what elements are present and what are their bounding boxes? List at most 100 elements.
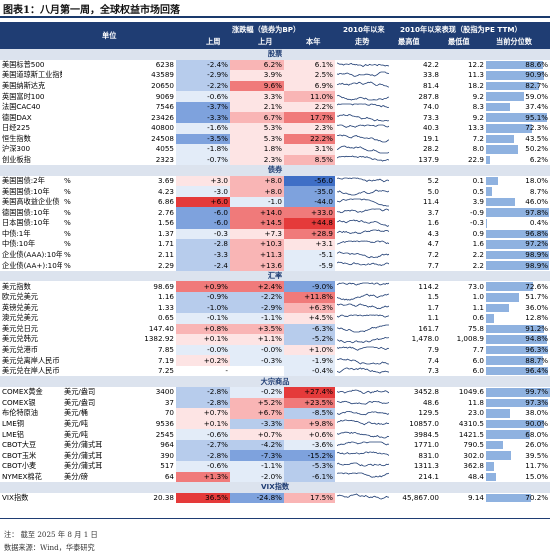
- table-row: 中债:10年% 1.71 -2.8 +10.3 +3.1 4.7 1.6 97.2%: [0, 239, 550, 250]
- percentile-value: 70.2%: [525, 492, 549, 502]
- change-month: +11.3: [230, 249, 284, 261]
- since-2010-low: 1421.5: [458, 429, 484, 439]
- header-unit: 单位: [102, 31, 117, 40]
- asset-unit: 美元/盎司: [64, 397, 96, 407]
- current-value: 3.69: [157, 176, 174, 186]
- percentile-cell: 43.5%: [486, 134, 550, 145]
- percentile-value: 95.1%: [525, 112, 549, 122]
- trend-sparkline: [335, 229, 391, 240]
- since-2010-low: 9.14: [467, 492, 484, 502]
- trend-sparkline: [335, 324, 391, 335]
- percentile-value: 68.0%: [525, 429, 549, 439]
- current-value: 20650: [151, 80, 174, 90]
- current-value: 20.38: [153, 492, 174, 502]
- change-week: -3.0: [176, 186, 230, 197]
- percentile-value: 59.0%: [525, 91, 549, 101]
- since-2010-low: 1.0: [472, 292, 484, 302]
- header-trend-bottom: 走势: [355, 37, 370, 46]
- change-month: -1.1%: [230, 313, 284, 324]
- percentile-cell: 91.2%: [486, 324, 550, 335]
- change-ytd: -15.2%: [284, 450, 335, 461]
- trend-sparkline: [335, 260, 391, 271]
- percentile-cell: 98.9%: [486, 250, 550, 261]
- change-week: -3.3%: [176, 112, 230, 123]
- change-ytd: -3.6%: [284, 439, 335, 451]
- percentile-cell: 11.7%: [486, 461, 550, 472]
- trend-sparkline: [335, 112, 391, 123]
- change-ytd: -9.0%: [284, 281, 335, 292]
- bottom-divider: [0, 518, 550, 519]
- since-2010-low: 4310.5: [458, 418, 484, 428]
- since-2010-high: 3.7: [427, 207, 439, 217]
- asset-name: 美国道琼斯工业指数: [2, 70, 62, 80]
- percentile-cell: 39.5%: [486, 450, 550, 461]
- change-ytd: 17.7%: [284, 112, 335, 123]
- table-row: 美国纳斯达克 20650 -2.2% 9.6% 6.9% 81.4 18.2 82.7%: [0, 80, 550, 92]
- percentile-value: 46.0%: [525, 197, 549, 207]
- percentile-cell: 95.1%: [486, 112, 550, 123]
- since-2010-high: 74.0: [422, 102, 439, 112]
- change-week: -0.3: [176, 228, 230, 240]
- percentile-cell: 6.2%: [486, 155, 550, 166]
- percentile-value: 98.9%: [525, 260, 549, 270]
- table-row: 恒生指数 24508 -3.5% 5.3% 22.2% 19.1 7.2 43.5%: [0, 133, 550, 145]
- asset-name: 美国高收益企业债: [2, 197, 60, 207]
- asset-unit: [62, 81, 124, 92]
- change-week: -0.6%: [176, 429, 230, 440]
- table-row: 澳元兑美元 0.65 -0.1% -1.1% +4.5% 1.1 0.6 12.8%: [0, 313, 550, 324]
- asset-name: COMEX银: [2, 397, 36, 407]
- asset-unit: %: [64, 260, 71, 270]
- change-month: -3.3%: [230, 418, 284, 430]
- table-row: 美元指数 98.69 +0.9% +2.4% -9.0% 114.2 73.0 72.6%: [0, 281, 550, 292]
- trend-sparkline: [335, 292, 391, 303]
- since-2010-high: 10857.0: [409, 418, 439, 428]
- table-row: 美元兑日元 147.40 +0.8% +3.5% -6.3% 161.7 75.8 91.2%: [0, 323, 550, 335]
- change-month: -4.2%: [230, 439, 284, 451]
- change-ytd: +3.1: [284, 239, 335, 250]
- change-month: +8.0: [230, 175, 284, 187]
- percentile-value: 43.5%: [525, 133, 549, 143]
- asset-name: 日本国债:10年: [2, 218, 50, 228]
- section-title: VIX指数: [0, 482, 550, 493]
- asset-unit: [62, 345, 124, 356]
- change-month: +3.5%: [230, 323, 284, 335]
- asset-name: 美国国债:2年: [2, 176, 45, 186]
- percentile-value: 97.8%: [525, 207, 549, 217]
- asset-name: 美国标普500: [2, 59, 45, 69]
- asset-name: 企业债(AAA):10年: [2, 249, 62, 259]
- since-2010-high: 42.2: [422, 59, 439, 69]
- asset-unit: %: [64, 207, 71, 217]
- asset-name: COMEX黄金: [2, 387, 43, 397]
- percentile-cell: 96.8%: [486, 229, 550, 240]
- percentile-bar: [486, 419, 544, 429]
- percentile-bar: [486, 388, 550, 397]
- percentile-value: 90.9%: [525, 70, 549, 80]
- change-ytd: -44.0: [284, 196, 335, 208]
- table-row: 美元兑在岸人民币 7.25- -0.4% 7.3 6.0 96.4%: [0, 365, 550, 377]
- header-low: 最低值: [448, 37, 470, 46]
- change-month: +13.6: [230, 260, 284, 271]
- trend-sparkline: [335, 70, 391, 81]
- percentile-value: 88.7%: [525, 355, 549, 365]
- table-row: 中债:1年% 1.37 -0.3 +7.3 +28.9 4.3 0.9 96.8%: [0, 228, 550, 240]
- since-2010-high: 4.3: [427, 228, 439, 238]
- change-month: -0.0%: [230, 344, 284, 356]
- table-row: CBOT大豆 美分/蒲式耳 964 -2.7% -4.2% -3.6% 1771.0 790.…: [0, 439, 550, 451]
- asset-unit: [62, 123, 124, 134]
- current-value: 70: [164, 408, 174, 418]
- section-title: 大宗商品: [0, 376, 550, 387]
- current-value: 98.69: [153, 281, 174, 291]
- trend-sparkline: [335, 218, 391, 229]
- percentile-value: 6.2%: [529, 154, 549, 164]
- trend-sparkline: [335, 303, 391, 314]
- current-value: 1.56: [157, 218, 174, 228]
- change-ytd: 2.5%: [284, 70, 335, 81]
- since-2010-low: 0.9: [472, 228, 484, 238]
- change-ytd: -6.3%: [284, 323, 335, 335]
- header-percentile: 当前分位数: [496, 37, 532, 46]
- change-week: -1.6%: [176, 122, 230, 134]
- change-month: +10.3: [230, 239, 284, 250]
- since-2010-low: 11.8: [467, 397, 484, 407]
- since-2010-low: 2.2: [472, 249, 484, 259]
- table-row: LME铜 美元/吨 9536 +0.1% -3.3% +9.8% 10857.0 4310.5…: [0, 418, 550, 430]
